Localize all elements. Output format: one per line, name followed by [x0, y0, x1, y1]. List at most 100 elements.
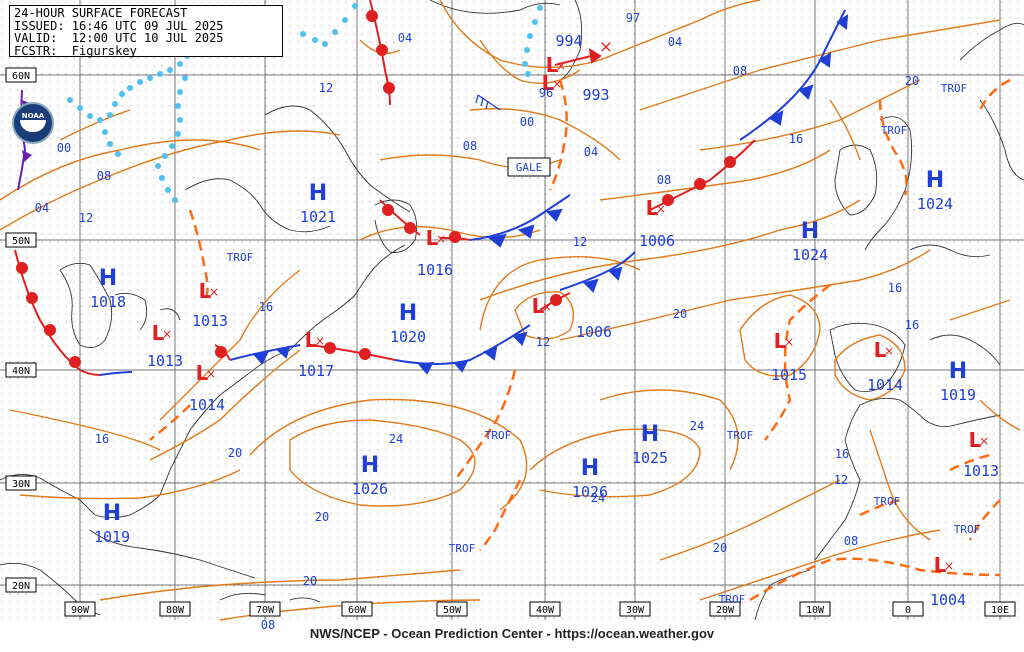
low-pressure-value: 1013	[192, 312, 228, 330]
low-pressure-symbol: L	[426, 226, 439, 250]
low-pressure-symbol: L	[152, 321, 165, 345]
lon-label: 40W	[536, 605, 555, 616]
low-center-x: ×	[206, 367, 216, 381]
low-pressure-value: 1006	[576, 323, 612, 341]
header-issued: ISSUED: 16:46 UTC 09 JUL 2025	[14, 18, 224, 33]
gale-label: GALE	[516, 161, 543, 174]
isobar-label: 97	[626, 11, 640, 25]
high-pressure-value: 1019	[940, 386, 976, 404]
high-pressure-value: 1018	[90, 293, 126, 311]
trough-label: TROF	[954, 523, 981, 536]
high-pressure-symbol: H	[361, 453, 379, 478]
coastlines	[0, 0, 1024, 621]
gale-barb	[475, 94, 501, 111]
low-center-x: ×	[209, 285, 219, 299]
high-pressure-value: 1025	[632, 449, 668, 467]
dot-grid-background	[0, 0, 1024, 620]
lon-label-box	[709, 601, 741, 617]
trough-label: TROF	[874, 495, 901, 508]
isobar-label: 20	[713, 541, 727, 555]
isobar-label: 16	[835, 447, 849, 461]
isobar-label: 08	[463, 139, 477, 153]
high-pressure-value: 1020	[390, 328, 426, 346]
lat-label: 20N	[12, 581, 30, 592]
lat-label: 30N	[12, 479, 30, 490]
low-pressure-value: 1006	[639, 232, 675, 250]
isobar-label: 08	[844, 534, 858, 548]
low-pressure-value: 1013	[147, 352, 183, 370]
lat-label-box	[5, 577, 37, 593]
isobar-label: 00	[57, 141, 71, 155]
isobar-label: 04	[668, 35, 682, 49]
isobar-label: 12	[536, 335, 550, 349]
lon-label-box	[799, 601, 831, 617]
lon-label-box	[892, 601, 924, 617]
header-valid: VALID: 12:00 UTC 10 JUL 2025	[14, 31, 224, 45]
isobars	[0, 0, 1021, 621]
isobar-label: 04	[398, 31, 412, 45]
lon-label: 70W	[256, 605, 275, 616]
low-center-x: ×	[656, 202, 666, 216]
low-center-x: ×	[944, 559, 954, 573]
lat-label-box	[5, 475, 37, 491]
low-pressure-symbol: L	[969, 428, 982, 452]
low-pressure-symbol: L	[646, 196, 659, 220]
lon-label-box	[341, 601, 373, 617]
high-pressure-symbol: H	[309, 181, 327, 206]
lon-label-box	[249, 601, 281, 617]
isobar-label: 20	[905, 74, 919, 88]
low-pressure-symbol: L	[546, 53, 559, 77]
lon-label: 0	[905, 605, 911, 616]
high-pressure-value: 1024	[917, 195, 953, 213]
lon-label: 10E	[991, 605, 1009, 616]
trough-label: TROF	[485, 429, 512, 442]
low-pressure-value: 1014	[867, 376, 903, 394]
trough-label: TROF	[941, 82, 968, 95]
lat-label: 50N	[12, 236, 30, 247]
forecast-header: 24-HOUR SURFACE FORECAST ISSUED: 16:46 U…	[9, 5, 283, 57]
low-pressure-symbol: L	[774, 329, 787, 353]
low-center-x: ×	[542, 300, 552, 314]
trough-label: TROF	[727, 429, 754, 442]
isobar-label: 20	[303, 574, 317, 588]
low-pressure-symbol: L	[305, 328, 318, 352]
isobar-label: 08	[733, 64, 747, 78]
trough-label: TROF	[449, 542, 476, 555]
header-title: 24-HOUR SURFACE FORECAST	[14, 6, 188, 20]
isobar-label: 16	[905, 318, 919, 332]
lat-label: 60N	[12, 71, 30, 82]
isobar-label: 20	[673, 307, 687, 321]
noaa-logo: NOAA	[12, 102, 54, 144]
gale-label-box	[507, 157, 551, 177]
low-center-x: ×	[552, 77, 562, 91]
high-pressure-symbol: H	[103, 501, 121, 526]
low-pressure-value: 1004	[930, 591, 966, 609]
lat-label-box	[5, 232, 37, 248]
warm-fronts	[14, 0, 756, 376]
high-pressure-value: 1026	[352, 480, 388, 498]
lon-label: 30W	[626, 605, 645, 616]
lat-label-box	[5, 67, 37, 83]
isobar-label: 16	[888, 281, 902, 295]
lon-label: 60W	[348, 605, 367, 616]
lon-label: 90W	[71, 605, 90, 616]
isobar-label: 12	[573, 235, 587, 249]
low-center-x: ×	[436, 232, 446, 246]
low-center-x: ×	[556, 59, 566, 73]
high-pressure-symbol: H	[399, 301, 417, 326]
lon-label-box	[529, 601, 561, 617]
lon-label-box	[64, 601, 96, 617]
lon-label: 10W	[806, 605, 825, 616]
graticule	[0, 0, 1024, 620]
header-forecaster: FCSTR: Figurskey	[14, 43, 137, 58]
high-pressure-value: 1024	[792, 246, 828, 264]
low-pressure-symbol: L	[874, 338, 887, 362]
lon-label: 20W	[716, 605, 735, 616]
trough-label: TROF	[719, 593, 746, 606]
low-pressure-symbol: L	[532, 294, 545, 318]
low-pressure-value: 994	[555, 32, 582, 50]
footer-credit: NWS/NCEP - Ocean Prediction Center - htt…	[309, 626, 715, 641]
lon-label-box	[619, 601, 651, 617]
troughs	[149, 78, 1011, 602]
